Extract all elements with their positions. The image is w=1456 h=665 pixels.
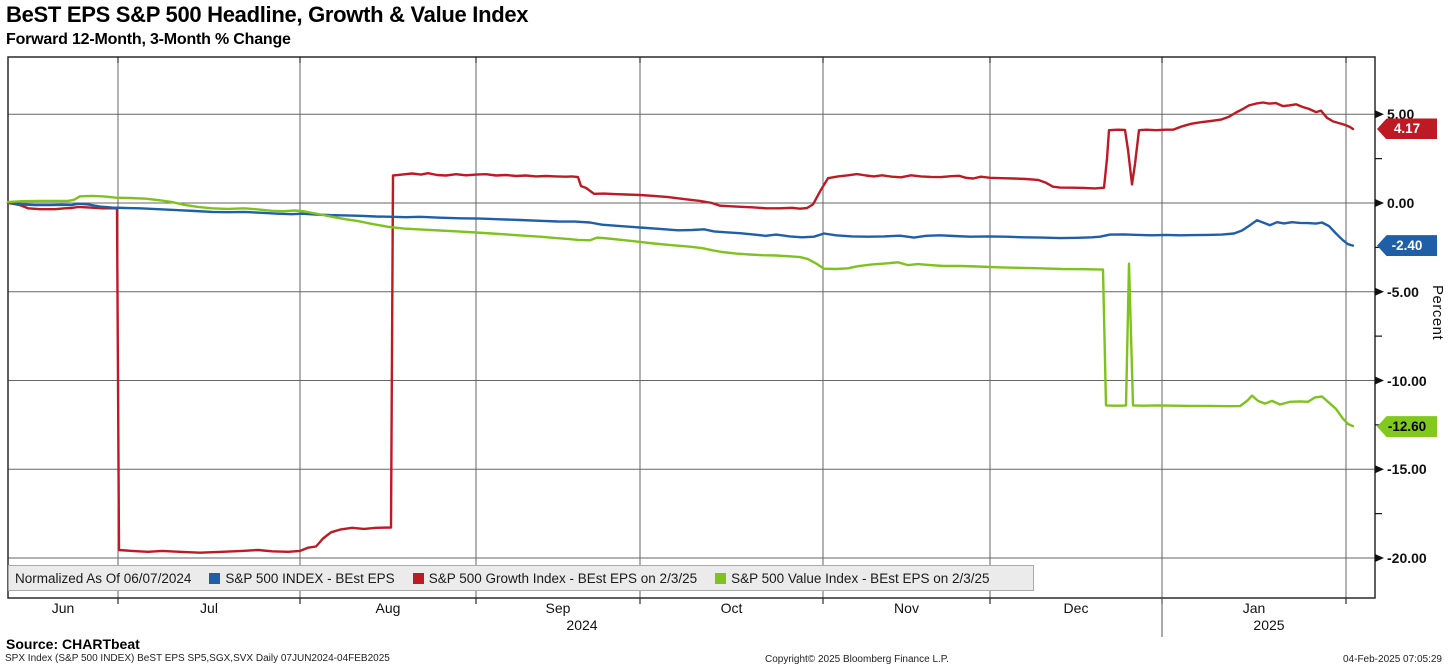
last-value-badge: -2.40 bbox=[1377, 235, 1437, 257]
y-tick-label: -5.00 bbox=[1387, 283, 1419, 300]
y-tick-label: -15.00 bbox=[1387, 461, 1427, 478]
y-tick-label: 0.00 bbox=[1387, 195, 1415, 211]
y-major-tick-arrow bbox=[1375, 465, 1384, 474]
legend-item-value[interactable]: S&P 500 Value Index - BEst EPS on 2/3/25 bbox=[715, 570, 990, 586]
legend-item-index[interactable]: S&P 500 INDEX - BEst EPS bbox=[209, 570, 395, 586]
last-value-badge: -12.60 bbox=[1377, 416, 1437, 438]
series-line-growth[interactable] bbox=[6, 101, 1355, 554]
y-major-tick-arrow bbox=[1375, 110, 1384, 119]
legend-swatch-icon bbox=[412, 572, 424, 584]
legend-item-label: S&P 500 INDEX - BEst EPS bbox=[225, 570, 395, 586]
legend-item-growth[interactable]: S&P 500 Growth Index - BEst EPS on 2/3/2… bbox=[412, 570, 698, 586]
legend-normalized-label: Normalized As Of 06/07/2024 bbox=[15, 570, 192, 586]
last-value-badge: 4.17 bbox=[1377, 118, 1437, 140]
legend-swatch-icon bbox=[715, 572, 727, 584]
y-tick-label: -20.00 bbox=[1387, 550, 1427, 566]
legend-swatch-icon bbox=[209, 572, 221, 584]
footer-copyright: Copyright© 2025 Bloomberg Finance L.P. bbox=[765, 654, 949, 665]
x-year-label: 2025 bbox=[1253, 617, 1285, 633]
x-month-label: Jun bbox=[51, 600, 75, 616]
x-month-label: Dec bbox=[1063, 600, 1089, 616]
page-title: BeST EPS S&P 500 Headline, Growth & Valu… bbox=[6, 2, 529, 27]
legend-item-label: S&P 500 Growth Index - BEst EPS on 2/3/2… bbox=[428, 570, 698, 586]
y-major-tick-arrow bbox=[1375, 376, 1384, 385]
chart-legend: Normalized As Of 06/07/2024 S&P 500 INDE… bbox=[8, 565, 1034, 591]
series-line-value[interactable] bbox=[6, 194, 1355, 428]
x-month-label: Nov bbox=[894, 600, 919, 616]
y-major-tick-arrow bbox=[1375, 554, 1384, 562]
footer-ticker-info: SPX Index (S&P 500 INDEX) BeST EPS SP5,S… bbox=[5, 653, 390, 664]
plot-frame bbox=[7, 56, 1376, 599]
x-month-label: Jul bbox=[200, 600, 218, 616]
series-line-index[interactable] bbox=[6, 201, 1355, 247]
legend-item-label: S&P 500 Value Index - BEst EPS on 2/3/25 bbox=[731, 570, 990, 586]
y-axis-title: Percent bbox=[1429, 285, 1446, 341]
x-month-label: Aug bbox=[375, 600, 401, 616]
x-year-label: 2024 bbox=[566, 617, 598, 633]
page-subtitle: Forward 12-Month, 3-Month % Change bbox=[6, 31, 291, 48]
y-tick-label: -10.00 bbox=[1387, 372, 1427, 389]
x-month-label: Jan bbox=[1242, 600, 1266, 616]
source-line: Source: CHARTbeat bbox=[6, 636, 140, 652]
y-tick-label: 5.00 bbox=[1387, 106, 1415, 123]
x-month-label: Oct bbox=[720, 600, 743, 616]
y-major-tick-arrow bbox=[1375, 287, 1384, 296]
y-major-tick-arrow bbox=[1375, 199, 1384, 207]
footer-timestamp: 04-Feb-2025 07:05:29 bbox=[1343, 654, 1442, 665]
x-month-label: Sep bbox=[545, 600, 571, 616]
